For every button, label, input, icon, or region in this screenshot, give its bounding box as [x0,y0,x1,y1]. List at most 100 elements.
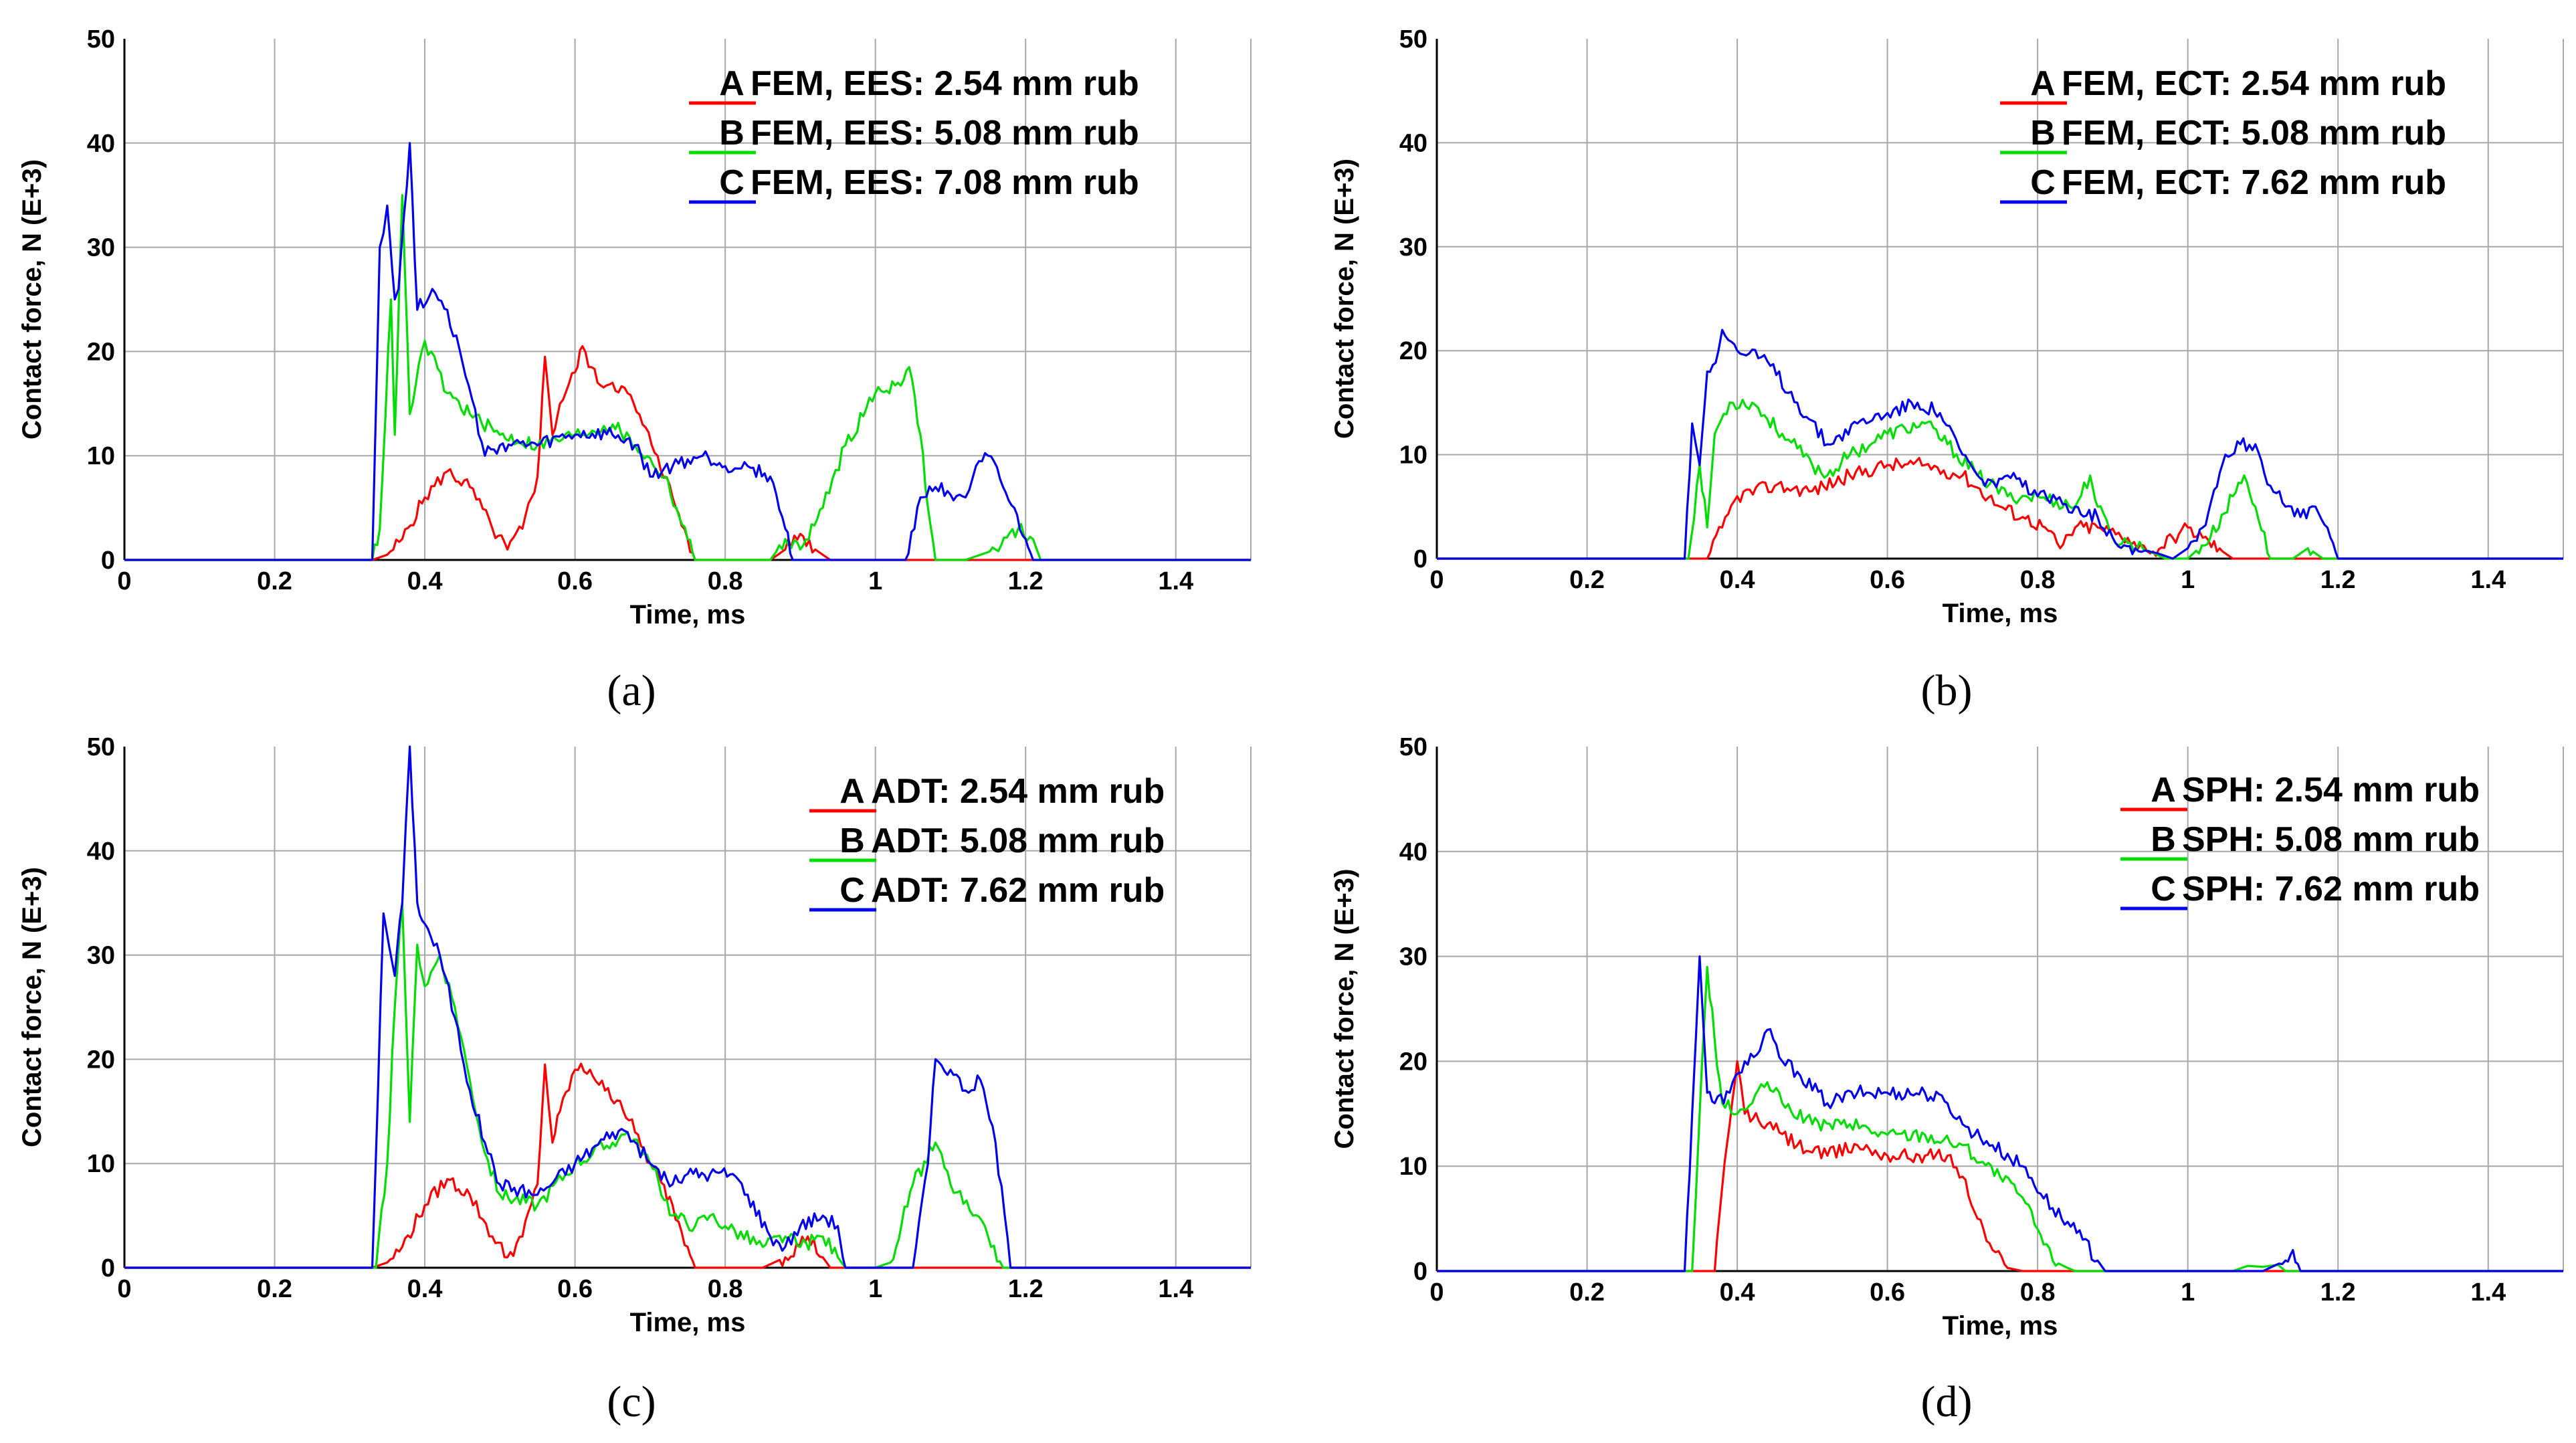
chart-panel-c: 0 0.2 0.4 0.6 0.8 1 1.2 1.4 0 10 20 30 40 50 Time, ms C… [17,733,1252,1426]
x-tick-label: 1 [868,1275,882,1303]
series-line-a [124,1062,1251,1269]
y-tick-label: 20 [1399,337,1427,365]
y-tick-label: 0 [1413,545,1427,573]
legend-marker-a: A [719,64,745,103]
legend-label-c: ADT: 7.62 mm rub [871,871,1165,910]
x-tick-label: 0 [117,567,131,595]
x-tick-label: 0.2 [1569,566,1605,594]
y-tick-label: 0 [101,547,115,575]
y-tick-label: 50 [87,733,115,761]
x-tick-label: 0.4 [1720,566,1755,594]
chart-panel-a: 0 0.2 0.4 0.6 0.8 1 1.2 1.4 0 10 20 30 40 50 Time, ms C… [17,25,1252,715]
x-tick-label: 0.4 [407,1275,443,1303]
y-tick-label: 20 [87,1046,115,1074]
y-tick-label: 10 [87,1150,115,1178]
legend-label-b: ADT: 5.08 mm rub [871,822,1165,860]
series-line-b [124,902,1251,1269]
y-tick-label: 50 [87,25,115,54]
x-tick-label: 1.2 [2320,1278,2356,1307]
legend-marker-a: A [2151,771,2176,809]
y-tick-label: 10 [1399,1153,1427,1181]
y-tick-label: 30 [1399,943,1427,971]
panel-caption-b: (b) [1921,666,1973,715]
y-tick-label: 20 [87,338,115,366]
legend-marker-a: A [2030,64,2056,103]
x-tick-label: 0.6 [1870,1278,1905,1307]
legend-label-b: SPH: 5.08 mm rub [2182,820,2480,859]
legend-label-a: FEM, ECT: 2.54 mm rub [2062,64,2446,103]
y-axis-label: Contact force, N (E+3) [17,867,47,1147]
y-tick-label: 40 [1399,129,1427,157]
x-tick-label: 0.2 [257,567,292,595]
x-tick-label: 0 [1429,566,1444,594]
x-tick-label: 0.2 [257,1275,292,1303]
x-tick-label: 1.4 [1158,1275,1193,1303]
y-tick-label: 40 [87,838,115,866]
x-tick-label: 1.2 [1008,1275,1044,1303]
series-line-c [1437,955,2563,1272]
legend-marker-b: B [2030,114,2056,153]
x-tick-label: 0 [117,1275,131,1303]
legend-marker-a: A [839,772,865,811]
x-axis-label: Time, ms [630,600,746,630]
legend-marker-c: C [839,871,865,910]
y-tick-label: 40 [87,130,115,158]
panel-caption-a: (a) [607,666,656,715]
x-tick-label: 1.4 [2470,1278,2506,1307]
chart-panel-b: 0 0.2 0.4 0.6 0.8 1 1.2 1.4 0 10 20 30 40 50 Time, ms C… [1330,25,2564,715]
legend-marker-b: B [2151,820,2176,859]
legend-label-b: FEM, EES: 5.08 mm rub [751,114,1139,153]
series-line-c [1437,328,2563,560]
legend-label-a: ADT: 2.54 mm rub [871,772,1165,811]
x-tick-label: 0.8 [2020,566,2056,594]
y-tick-label: 30 [87,234,115,262]
x-tick-label: 1 [2181,566,2195,594]
x-tick-label: 1 [2181,1278,2195,1307]
y-tick-label: 50 [1399,25,1427,54]
legend-marker-c: C [2151,870,2176,908]
series-line-b [124,194,1251,561]
x-tick-label: 0.4 [1720,1278,1755,1307]
y-tick-label: 0 [1413,1258,1427,1286]
y-tick-label: 50 [1399,733,1427,761]
y-tick-label: 20 [1399,1048,1427,1076]
x-tick-label: 0.8 [708,1275,743,1303]
x-tick-label: 0.4 [407,567,443,595]
panel-caption-d: (d) [1921,1377,1973,1426]
x-tick-label: 1.2 [1008,567,1044,595]
panel-caption-c: (c) [607,1377,656,1426]
legend-marker-c: C [2030,163,2056,202]
series-line-c [124,745,1251,1269]
x-axis-label: Time, ms [1943,599,2058,628]
x-tick-label: 1.4 [1158,567,1193,595]
x-axis-label: Time, ms [1943,1311,2058,1341]
legend-label-a: SPH: 2.54 mm rub [2182,771,2480,809]
x-tick-label: 0 [1429,1278,1444,1307]
chart-panel-d: 0 0.2 0.4 0.6 0.8 1 1.2 1.4 0 10 20 30 40 50 Time, ms C… [1330,733,2564,1426]
x-axis-label: Time, ms [630,1308,746,1337]
y-axis-label: Contact force, N (E+3) [1330,159,1359,439]
series-line-b [1437,965,2563,1272]
series-line-a [124,345,1251,561]
legend-label-a: FEM, EES: 2.54 mm rub [751,64,1139,103]
x-tick-label: 1.2 [2320,566,2356,594]
x-tick-label: 1.4 [2470,566,2506,594]
series-line-a [1437,457,2563,560]
legend-marker-b: B [839,822,865,860]
legend-marker-b: B [719,114,745,153]
y-tick-label: 40 [1399,838,1427,866]
y-axis-label: Contact force, N (E+3) [17,159,47,440]
series-line-c [124,142,1251,561]
x-tick-label: 0.2 [1569,1278,1605,1307]
legend-marker-c: C [719,163,745,202]
x-tick-label: 0.6 [557,567,593,595]
y-tick-label: 30 [87,942,115,970]
y-tick-label: 30 [1399,233,1427,262]
x-tick-label: 0.6 [557,1275,593,1303]
legend-label-b: FEM, ECT: 5.08 mm rub [2062,114,2446,153]
y-tick-label: 10 [87,442,115,470]
legend-label-c: FEM, ECT: 7.62 mm rub [2062,163,2446,202]
x-tick-label: 1 [868,567,882,595]
legend-label-c: FEM, EES: 7.08 mm rub [751,163,1139,202]
